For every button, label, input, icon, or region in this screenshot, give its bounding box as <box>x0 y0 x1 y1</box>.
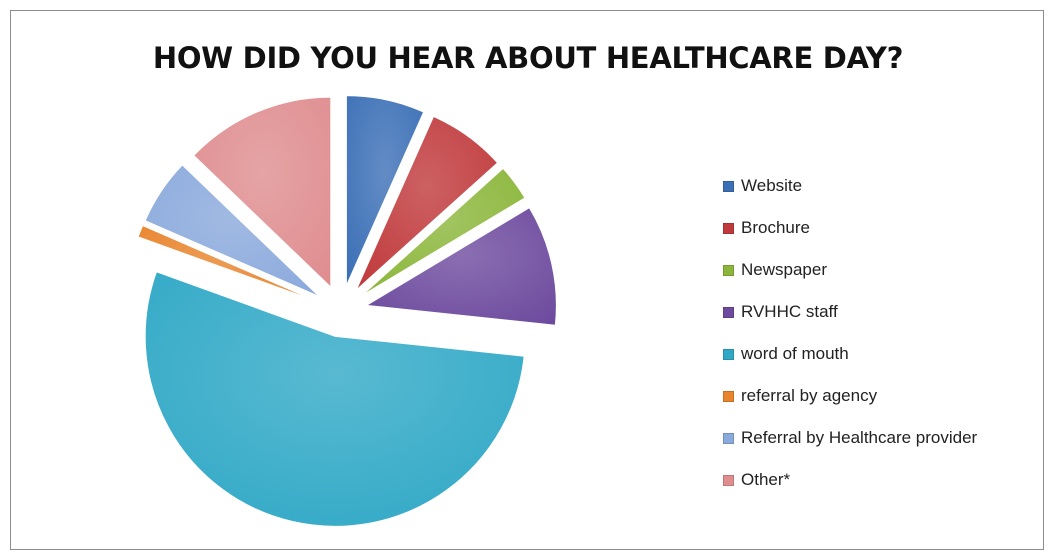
legend-label: Other* <box>741 470 791 489</box>
legend-label: Brochure <box>741 218 810 237</box>
legend-label: RVHHC staff <box>741 302 838 321</box>
legend-swatch <box>723 348 734 360</box>
legend-label: Referral by Healthcare provider <box>741 428 978 447</box>
pie-slice-word-of-mouth <box>144 271 525 527</box>
pie-slice-brochure <box>355 115 499 291</box>
legend-swatch <box>723 432 734 444</box>
legend-item: RVHHC staff <box>723 291 977 333</box>
pie-slice-other <box>193 96 332 289</box>
legend-item: Other* <box>723 459 977 501</box>
chart-title: HOW DID YOU HEAR ABOUT HEALTHCARE DAY? <box>152 41 904 75</box>
chart-frame: HOW DID YOU HEAR ABOUT HEALTHCARE DAY? W… <box>10 10 1044 550</box>
legend-item: Newspaper <box>723 249 977 291</box>
pie-slice-rvhhc-staff <box>364 207 557 326</box>
pie-slice-website <box>345 95 425 286</box>
legend-swatch <box>723 180 734 192</box>
pie-slice-referral-by-healthcare-provider <box>144 164 320 298</box>
legend-item: Referral by Healthcare provider <box>723 417 977 459</box>
legend-swatch <box>723 222 734 234</box>
pie-chart <box>137 95 557 527</box>
pie-slice-newspaper <box>361 167 526 296</box>
legend-label: word of mouth <box>741 344 849 363</box>
legend-label: referral by agency <box>741 386 878 405</box>
legend-item: referral by agency <box>723 375 977 417</box>
legend: Website Brochure Newspaper RVHHC staff word … <box>723 165 977 501</box>
legend-item: word of mouth <box>723 333 977 375</box>
legend-swatch <box>723 390 734 402</box>
legend-item: Website <box>723 165 977 207</box>
legend-label: Newspaper <box>741 260 827 279</box>
legend-item: Brochure <box>723 207 977 249</box>
legend-swatch <box>723 474 734 486</box>
legend-swatch <box>723 306 734 318</box>
legend-label: Website <box>741 176 803 195</box>
legend-swatch <box>723 264 734 276</box>
pie-slice-referral-by-agency <box>137 224 318 302</box>
